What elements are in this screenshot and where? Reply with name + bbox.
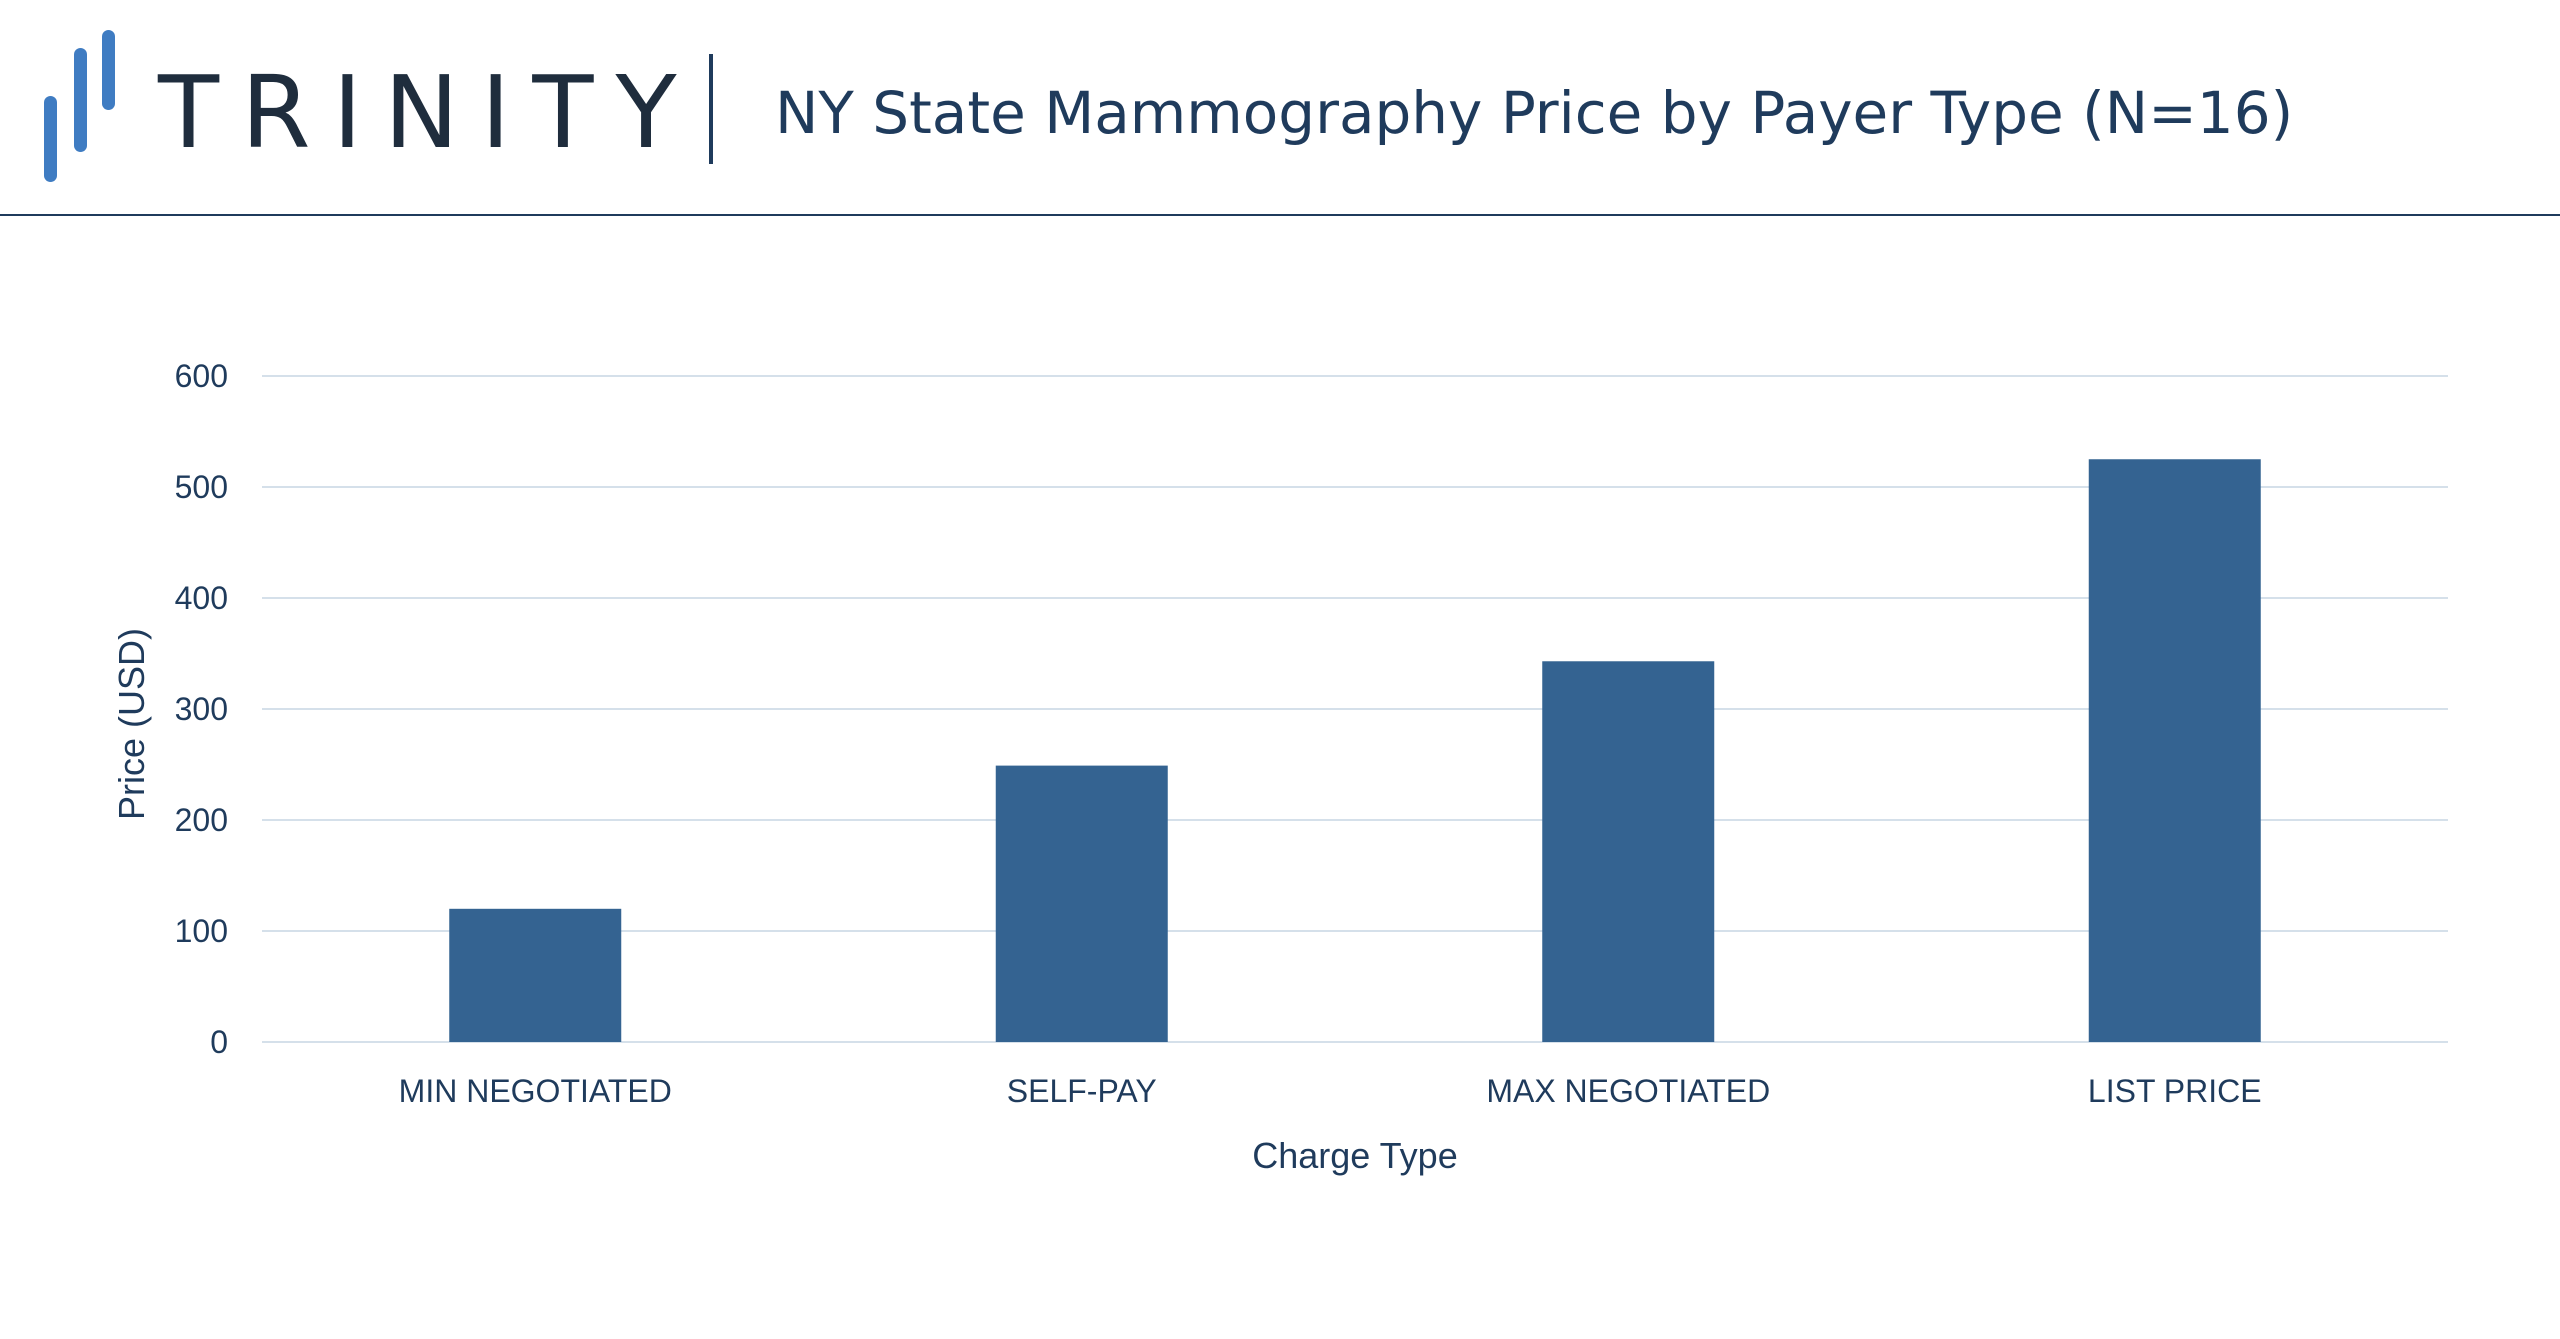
x-tick-label: MAX NEGOTIATED: [1486, 1073, 1770, 1109]
y-tick-label: 400: [175, 580, 228, 616]
y-tick-label: 300: [175, 691, 228, 727]
x-tick-label: MIN NEGOTIATED: [399, 1073, 672, 1109]
brand-name: TRINITY: [158, 54, 699, 171]
y-tick-label: 200: [175, 802, 228, 838]
y-tick-labels: 0 100 200 300 400 500 600: [175, 358, 228, 1060]
x-tick-label: SELF-PAY: [1007, 1073, 1157, 1109]
trinity-logo-icon: [44, 30, 115, 182]
x-axis-label: Charge Type: [1252, 1135, 1457, 1176]
bar-chart: 0 100 200 300 400 500 600 MIN NEGOTIATED SELF-P…: [111, 358, 2448, 1176]
bar-self-pay: [995, 765, 1168, 1042]
y-tick-label: 600: [175, 358, 228, 394]
header-divider: [709, 54, 713, 164]
x-tick-labels: MIN NEGOTIATED SELF-PAY MAX NEGOTIATED LIST…: [399, 1073, 2262, 1109]
y-tick-label: 100: [175, 913, 228, 949]
y-axis-label: Price (USD): [111, 628, 152, 820]
bar-max-negotiated: [1542, 661, 1715, 1042]
x-tick-label: LIST PRICE: [2088, 1073, 2262, 1109]
bars: [449, 459, 2261, 1042]
header: TRINITY NY State Mammography Price by Pa…: [0, 0, 2560, 216]
grid-lines: [262, 375, 2448, 1043]
page-title: NY State Mammography Price by Payer Type…: [775, 79, 2294, 147]
bar-list-price: [2088, 459, 2261, 1042]
bar-min-negotiated: [449, 908, 622, 1042]
y-tick-label: 0: [210, 1024, 228, 1060]
y-tick-label: 500: [175, 469, 228, 505]
